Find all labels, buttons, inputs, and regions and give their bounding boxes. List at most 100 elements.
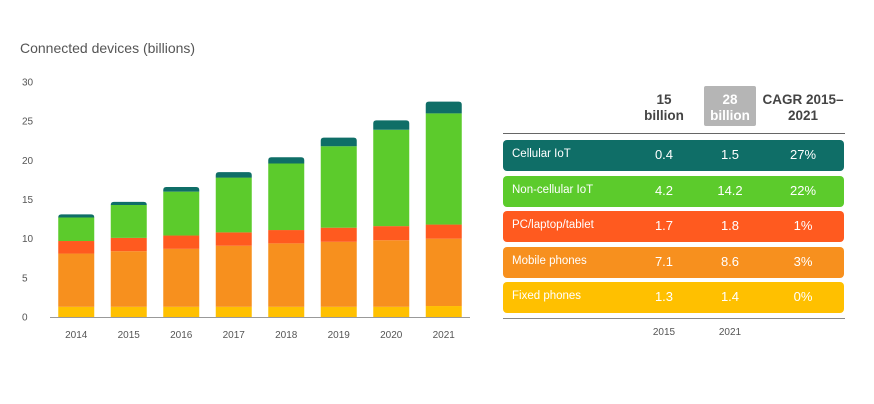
- y-tick-label: 10: [22, 234, 34, 245]
- bar-segment-cellular-iot: [373, 120, 410, 130]
- bar-segment-pc-laptop-tablet: [320, 227, 357, 242]
- x-tick-label: 2017: [223, 330, 246, 341]
- bar-segment-cellular-iot: [425, 101, 462, 114]
- value-cagr: 22%: [789, 182, 817, 198]
- header-cagr: CAGR 2015–2021: [762, 92, 844, 123]
- y-tick-label: 20: [22, 156, 34, 167]
- bar-segment-cellular-iot: [110, 201, 147, 205]
- table-row: Mobile phones 7.1 8.6 3%: [503, 246, 844, 278]
- bar-segment-cellular-iot: [58, 214, 95, 218]
- bar-segment-cellular-iot: [268, 157, 305, 164]
- value-cagr: 1%: [793, 218, 813, 233]
- value-2015: 4.2: [654, 182, 674, 198]
- row-label: PC/laptop/tablet: [512, 219, 594, 231]
- row-label: Non-cellular IoT: [512, 183, 594, 196]
- bar-stack-2017: [215, 172, 252, 317]
- header-2021-total: 28 billion: [704, 86, 756, 126]
- summary-table: 15 billion 28 billion CAGR 2015–2021 Cel…: [503, 0, 845, 404]
- bar-stack-2015: [110, 201, 147, 317]
- bar-segment-cellular-iot: [163, 186, 200, 192]
- table-row: Non-cellular IoT 4.2 14.2 22%: [503, 175, 844, 207]
- bar-segment-fixed-phones: [58, 306, 95, 317]
- bar-segment-fixed-phones: [163, 306, 200, 317]
- value-2015: 0.4: [654, 147, 674, 162]
- bar-segment-non-cellular-iot: [268, 163, 305, 231]
- value-cagr: 3%: [793, 253, 813, 269]
- bar-segment-pc-laptop-tablet: [373, 226, 410, 241]
- bar-segment-fixed-phones: [373, 306, 410, 317]
- bar-stack-2021: [425, 101, 462, 317]
- value-cagr: 27%: [789, 147, 817, 162]
- x-tick-label: 2016: [170, 330, 193, 341]
- row-label: Mobile phones: [512, 254, 587, 267]
- header-divider: [503, 133, 845, 134]
- bar-segment-non-cellular-iot: [425, 113, 462, 225]
- y-tick-label: 5: [22, 273, 28, 284]
- value-2021: 1.5: [720, 147, 740, 162]
- y-tick-label: 15: [22, 195, 34, 206]
- bar-segment-cellular-iot: [215, 172, 252, 178]
- value-2021: 1.8: [720, 218, 740, 233]
- bar-segment-mobile-phones: [320, 241, 357, 307]
- bar-segment-pc-laptop-tablet: [215, 232, 252, 246]
- bar-segment-fixed-phones: [215, 306, 252, 317]
- bar-stack-2019: [320, 137, 357, 317]
- x-tick-label: 2014: [65, 330, 88, 341]
- bar-segment-mobile-phones: [110, 251, 147, 307]
- value-2015: 1.7: [654, 218, 674, 233]
- bar-segment-non-cellular-iot: [373, 129, 410, 227]
- bar-segment-non-cellular-iot: [215, 177, 252, 233]
- bar-segment-pc-laptop-tablet: [425, 224, 462, 239]
- bar-segment-mobile-phones: [268, 243, 305, 307]
- bar-segment-mobile-phones: [163, 248, 200, 307]
- bar-segment-fixed-phones: [425, 306, 462, 317]
- stacked-bar-chart: 0 5 10 15 20 25 30 2014 2015 2016 2017 2018 2019 202…: [22, 78, 470, 341]
- table-row: Cellular IoT 0.4 1.5 27%: [503, 140, 844, 171]
- value-2021: 14.2: [717, 182, 743, 198]
- bar-stack-2014: [58, 214, 95, 317]
- bar-segment-mobile-phones: [373, 240, 410, 307]
- bar-segment-mobile-phones: [425, 238, 462, 307]
- chart-title: Connected devices (billions): [20, 40, 196, 56]
- value-2021: 8.6: [720, 253, 740, 269]
- bar-segment-fixed-phones: [268, 306, 305, 317]
- footer-divider: [503, 318, 845, 319]
- bar-segment-pc-laptop-tablet: [268, 230, 305, 244]
- value-2021: 1.4: [720, 289, 740, 304]
- bar-segment-pc-laptop-tablet: [58, 241, 95, 254]
- bar-segment-non-cellular-iot: [110, 204, 147, 238]
- table-row: PC/laptop/tablet 1.7 1.8 1%: [503, 211, 844, 242]
- value-2015: 7.1: [654, 253, 674, 269]
- bar-segment-non-cellular-iot: [320, 146, 357, 228]
- x-tick-label: 2020: [380, 330, 403, 341]
- x-tick-label: 2018: [275, 330, 298, 341]
- footer-2021: 2021: [718, 327, 742, 338]
- bar-segment-fixed-phones: [320, 306, 357, 317]
- bar-segment-pc-laptop-tablet: [163, 235, 200, 249]
- x-tick-label: 2015: [118, 330, 141, 341]
- x-tick-label: 2019: [328, 330, 351, 341]
- y-tick-label: 30: [22, 78, 34, 89]
- footer-2015: 2015: [652, 327, 676, 338]
- x-axis: 2014 2015 2016 2017 2018 2019 2020 2021: [65, 330, 455, 341]
- bar-stack-2020: [373, 120, 410, 317]
- header-2015-total: 15 billion: [644, 92, 684, 123]
- bar-segment-cellular-iot: [320, 137, 357, 147]
- bar-segment-non-cellular-iot: [163, 191, 200, 236]
- table-row: Fixed phones 1.3 1.4 0%: [503, 282, 844, 313]
- y-axis: 0 5 10 15 20 25 30: [22, 78, 34, 324]
- value-cagr: 0%: [793, 289, 813, 304]
- row-label: Fixed phones: [512, 290, 582, 302]
- bar-segment-mobile-phones: [58, 253, 95, 307]
- bar-groups: [58, 101, 462, 317]
- bar-stack-2018: [268, 157, 305, 317]
- row-label: Cellular IoT: [512, 148, 571, 160]
- bar-segment-non-cellular-iot: [58, 217, 95, 242]
- y-tick-label: 0: [22, 313, 28, 324]
- value-2015: 1.3: [654, 289, 674, 304]
- bar-segment-mobile-phones: [215, 245, 252, 307]
- x-tick-label: 2021: [433, 330, 456, 341]
- y-tick-label: 25: [22, 117, 34, 128]
- bar-stack-2016: [163, 186, 200, 317]
- bar-segment-pc-laptop-tablet: [110, 237, 147, 252]
